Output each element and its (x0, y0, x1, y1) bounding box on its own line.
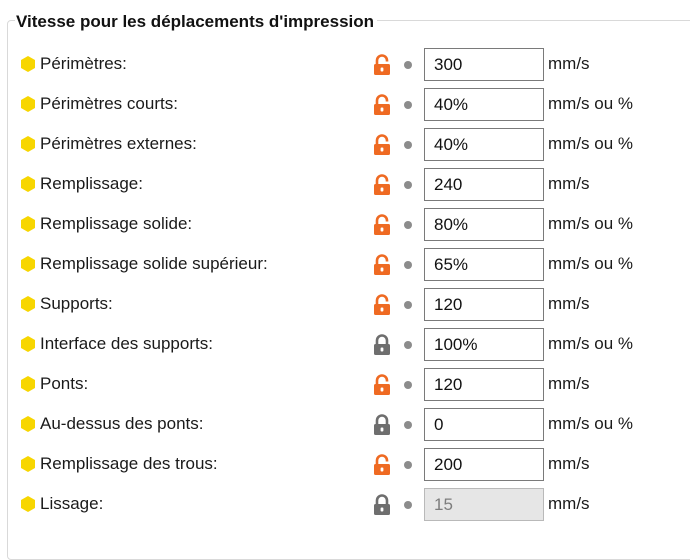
reset-dot-icon[interactable] (404, 381, 412, 389)
section-title: Vitesse pour les déplacements d'impressi… (15, 11, 378, 33)
setting-label: Périmètres courts: (40, 94, 178, 113)
setting-row: Ponts: mm/s (0, 364, 690, 404)
setting-label: Interface des supports: (40, 334, 213, 353)
reset-dot-icon[interactable] (404, 141, 412, 149)
unit-label: mm/s (548, 54, 590, 73)
reset-dot-icon[interactable] (404, 341, 412, 349)
unlocked-lock-icon[interactable] (372, 54, 392, 76)
setting-label: Ponts: (40, 374, 89, 393)
locked-lock-icon[interactable] (372, 334, 392, 356)
locked-lock-icon[interactable] (372, 414, 392, 436)
setting-label: Lissage: (40, 494, 104, 513)
setting-value-input[interactable] (424, 448, 544, 481)
setting-row: Interface des supports: mm/s ou % (0, 324, 690, 364)
unlocked-lock-icon[interactable] (372, 94, 392, 116)
mode-bullet-icon (21, 176, 35, 192)
unlocked-lock-icon[interactable] (372, 254, 392, 276)
unlocked-lock-icon[interactable] (372, 174, 392, 196)
setting-row: Remplissage des trous: mm/s (0, 444, 690, 484)
setting-value-input[interactable] (424, 88, 544, 121)
reset-dot-icon[interactable] (404, 261, 412, 269)
unlocked-lock-icon[interactable] (372, 454, 392, 476)
setting-row: Au-dessus des ponts: mm/s ou % (0, 404, 690, 444)
mode-bullet-icon (21, 296, 35, 312)
setting-label: Supports: (40, 294, 113, 313)
mode-bullet-icon (21, 56, 35, 72)
setting-row: Lissage: mm/s (0, 484, 690, 524)
mode-bullet-icon (21, 256, 35, 272)
mode-bullet-icon (21, 376, 35, 392)
setting-label: Au-dessus des ponts: (40, 414, 204, 433)
setting-value-input[interactable] (424, 168, 544, 201)
setting-row: Périmètres externes: mm/s ou % (0, 124, 690, 164)
setting-row: Périmètres: mm/s (0, 44, 690, 84)
mode-bullet-icon (21, 216, 35, 232)
unit-label: mm/s (548, 174, 590, 193)
setting-value-input[interactable] (424, 328, 544, 361)
reset-dot-icon[interactable] (404, 101, 412, 109)
unit-label: mm/s ou % (548, 134, 634, 153)
unlocked-lock-icon[interactable] (372, 294, 392, 316)
unlocked-lock-icon[interactable] (372, 134, 392, 156)
reset-dot-icon[interactable] (404, 221, 412, 229)
setting-value-input[interactable] (424, 128, 544, 161)
reset-dot-icon[interactable] (404, 501, 412, 509)
setting-label: Remplissage des trous: (40, 454, 218, 473)
setting-row: Supports: mm/s (0, 284, 690, 324)
reset-dot-icon[interactable] (404, 301, 412, 309)
setting-label: Remplissage solide supérieur: (40, 254, 268, 273)
unit-label: mm/s (548, 294, 590, 313)
mode-bullet-icon (21, 336, 35, 352)
mode-bullet-icon (21, 416, 35, 432)
mode-bullet-icon (21, 456, 35, 472)
setting-value-input (424, 488, 544, 521)
setting-row: Remplissage solide supérieur: mm/s ou % (0, 244, 690, 284)
unlocked-lock-icon[interactable] (372, 214, 392, 236)
reset-dot-icon[interactable] (404, 461, 412, 469)
setting-value-input[interactable] (424, 208, 544, 241)
setting-value-input[interactable] (424, 408, 544, 441)
setting-row: Remplissage solide: mm/s ou % (0, 204, 690, 244)
unit-label: mm/s ou % (548, 254, 634, 273)
setting-value-input[interactable] (424, 368, 544, 401)
setting-value-input[interactable] (424, 248, 544, 281)
unit-label: mm/s (548, 374, 590, 393)
unit-label: mm/s ou % (548, 94, 634, 113)
setting-row: Remplissage: mm/s (0, 164, 690, 204)
setting-label: Périmètres externes: (40, 134, 197, 153)
reset-dot-icon[interactable] (404, 181, 412, 189)
setting-value-input[interactable] (424, 48, 544, 81)
unlocked-lock-icon[interactable] (372, 374, 392, 396)
reset-dot-icon[interactable] (404, 421, 412, 429)
mode-bullet-icon (21, 136, 35, 152)
unit-label: mm/s (548, 454, 590, 473)
setting-label: Périmètres: (40, 54, 127, 73)
setting-label: Remplissage solide: (40, 214, 193, 233)
setting-row: Périmètres courts: mm/s ou % (0, 84, 690, 124)
unit-label: mm/s ou % (548, 214, 634, 233)
locked-lock-icon[interactable] (372, 494, 392, 516)
mode-bullet-icon (21, 96, 35, 112)
reset-dot-icon[interactable] (404, 61, 412, 69)
mode-bullet-icon (21, 496, 35, 512)
unit-label: mm/s ou % (548, 334, 634, 353)
setting-value-input[interactable] (424, 288, 544, 321)
unit-label: mm/s ou % (548, 414, 634, 433)
unit-label: mm/s (548, 494, 590, 513)
setting-label: Remplissage: (40, 174, 143, 193)
